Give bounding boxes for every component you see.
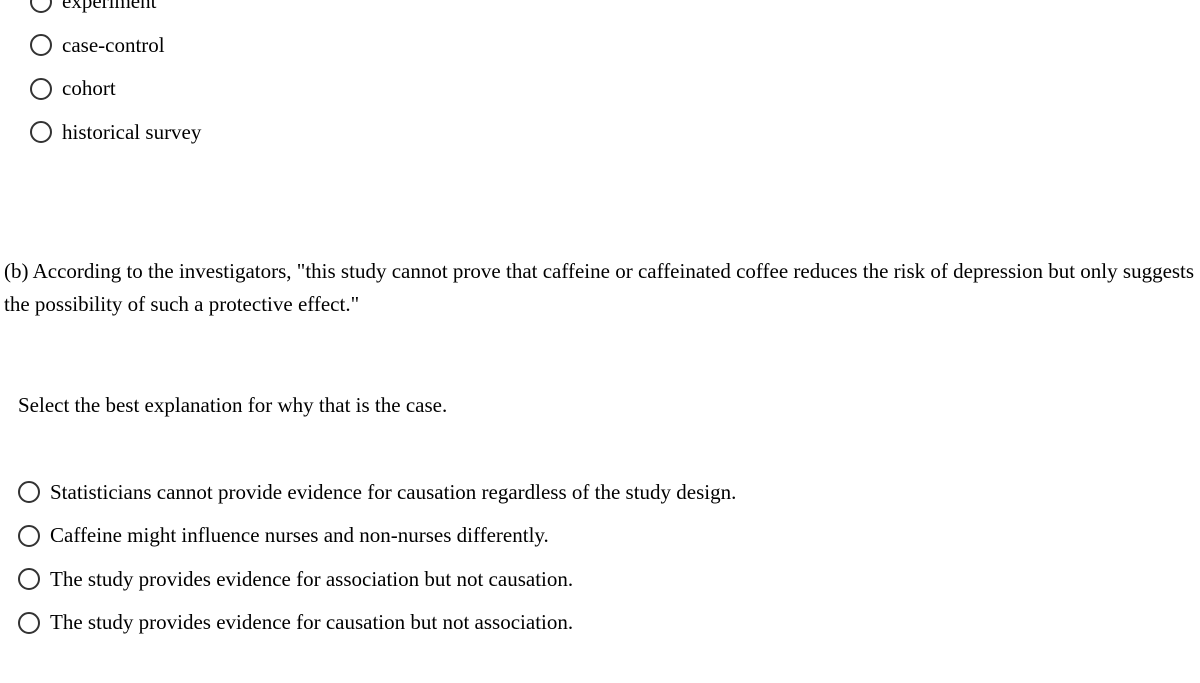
radio-option-association-not-causation[interactable]: The study provides evidence for associat… <box>18 564 1200 596</box>
radio-option-case-control[interactable]: case-control <box>30 30 1200 62</box>
question-b-text: (b) According to the investigators, "thi… <box>0 255 1200 320</box>
radio-label: experiment <box>62 0 156 18</box>
radio-option-cohort[interactable]: cohort <box>30 73 1200 105</box>
radio-label: case-control <box>62 30 165 62</box>
radio-icon[interactable] <box>30 78 52 100</box>
radio-label: Statisticians cannot provide evidence fo… <box>50 477 736 509</box>
radio-label: Caffeine might influence nurses and non-… <box>50 520 549 552</box>
radio-option-historical-survey[interactable]: historical survey <box>30 117 1200 149</box>
radio-group-a: experiment case-control cohort historica… <box>0 0 1200 148</box>
radio-icon[interactable] <box>18 481 40 503</box>
radio-icon[interactable] <box>18 568 40 590</box>
radio-option-causation-not-association[interactable]: The study provides evidence for causatio… <box>18 607 1200 639</box>
radio-icon[interactable] <box>30 0 52 13</box>
radio-label: historical survey <box>62 117 201 149</box>
radio-icon[interactable] <box>30 34 52 56</box>
radio-label: cohort <box>62 73 116 105</box>
radio-icon[interactable] <box>18 525 40 547</box>
question-b-prompt: Select the best explanation for why that… <box>0 390 1200 422</box>
radio-option-statisticians[interactable]: Statisticians cannot provide evidence fo… <box>18 477 1200 509</box>
radio-label: The study provides evidence for associat… <box>50 564 573 596</box>
radio-icon[interactable] <box>30 121 52 143</box>
radio-option-experiment[interactable]: experiment <box>30 0 1200 18</box>
radio-group-b: Statisticians cannot provide evidence fo… <box>0 477 1200 639</box>
radio-icon[interactable] <box>18 612 40 634</box>
radio-label: The study provides evidence for causatio… <box>50 607 573 639</box>
radio-option-caffeine-nurses[interactable]: Caffeine might influence nurses and non-… <box>18 520 1200 552</box>
